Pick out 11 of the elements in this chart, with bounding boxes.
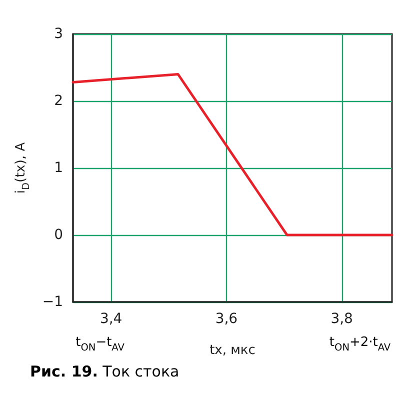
y-tick-label: −1 xyxy=(42,294,63,310)
x-tick-label: 3,8 xyxy=(330,311,353,327)
x-tick-label: 3,6 xyxy=(215,311,238,327)
text: Рис. 19. Ток стока xyxy=(30,362,180,380)
y-tick-label: 0 xyxy=(54,227,63,243)
x-tick-label: 3,4 xyxy=(100,311,122,327)
y-tick-label: 2 xyxy=(54,93,63,109)
y-tick-label: 1 xyxy=(54,160,63,176)
y-axis-title: iD(tx), A xyxy=(13,142,32,194)
x-axis-title: tx, мкс xyxy=(210,343,256,358)
y-tick-label: 3 xyxy=(54,26,63,42)
